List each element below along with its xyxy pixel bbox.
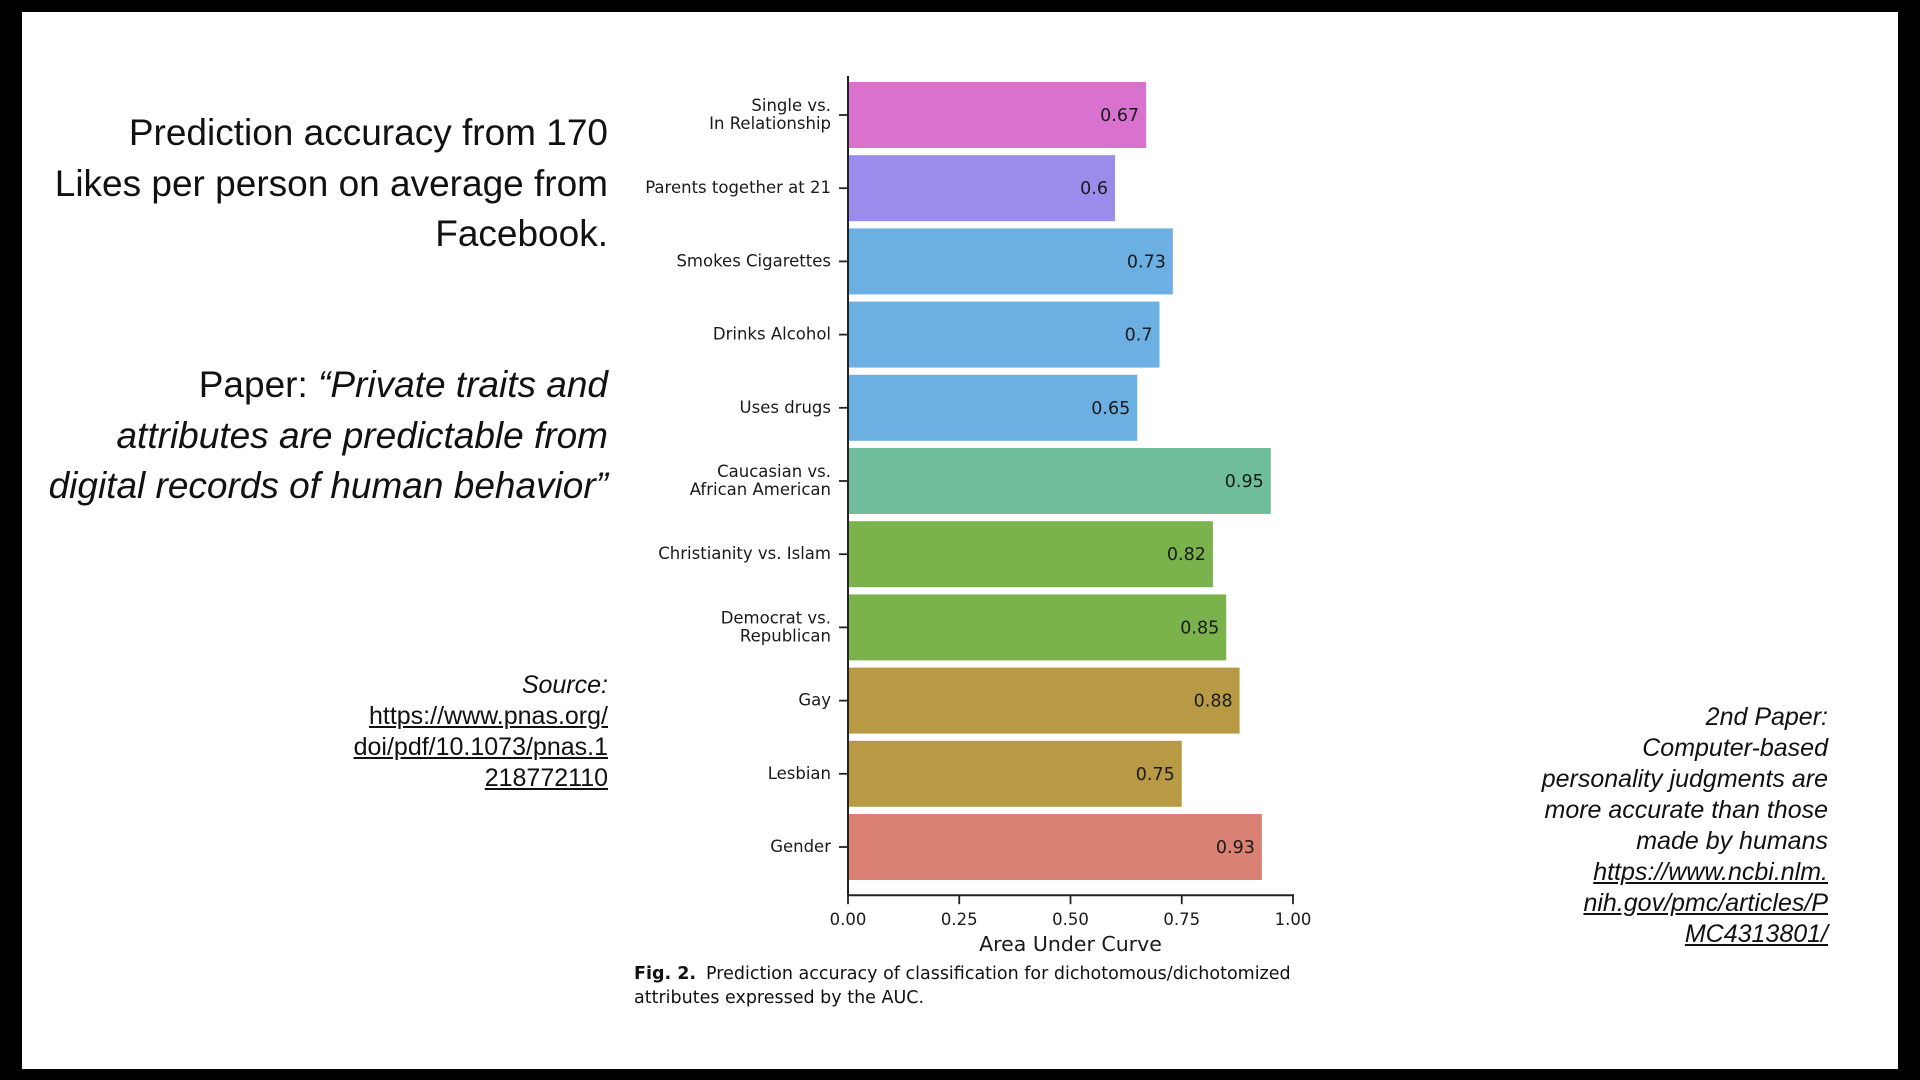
category-label: Lesbian	[768, 764, 831, 783]
bar-value-label: 0.95	[1225, 472, 1264, 492]
bar-value-label: 0.65	[1091, 399, 1130, 419]
x-tick-label: 1.00	[1275, 910, 1312, 929]
bar-value-label: 0.88	[1194, 692, 1233, 712]
category-label: Caucasian vs. African American	[690, 462, 831, 499]
caption-label: Fig. 2.	[634, 964, 697, 984]
bar	[848, 521, 1213, 588]
source-block: Source: https://www.pnas.org/ doi/pdf/10…	[48, 670, 608, 794]
category-label: Democrat vs. Republican	[721, 608, 831, 645]
bar	[848, 82, 1147, 148]
bar	[848, 301, 1160, 368]
auc-bar-chart: 0.67 Single vs. In Relationship 0.6 Parents …	[645, 76, 1312, 956]
source-label: Source:	[521, 671, 608, 699]
category-label: Uses drugs	[740, 398, 831, 417]
x-tick-label: 0.50	[1052, 910, 1089, 929]
bar-value-label: 0.67	[1100, 106, 1139, 126]
paper-title: “Private traits and attributes are predi…	[48, 364, 608, 506]
bar-value-label: 0.85	[1180, 618, 1219, 638]
headline: Prediction accuracy from 170 Likes per p…	[54, 112, 608, 254]
paper-citation: Paper: “Private traits and attributes ar…	[48, 360, 608, 512]
bar	[848, 155, 1115, 222]
bar	[848, 594, 1227, 661]
x-tick-label: 0.75	[1163, 910, 1200, 929]
category-label: Drinks Alcohol	[713, 325, 831, 344]
category-label: Parents together at 21	[645, 178, 831, 197]
bar-value-label: 0.93	[1216, 838, 1255, 858]
bar-value-label: 0.75	[1136, 765, 1175, 785]
bar-value-label: 0.82	[1167, 545, 1206, 565]
category-label: Gay	[798, 691, 831, 710]
bar	[848, 448, 1271, 514]
second-paper-link[interactable]: https://www.ncbi.nlm. nih.gov/pmc/articl…	[1522, 857, 1828, 950]
bar-value-label: 0.6	[1080, 179, 1108, 199]
category-label: Gender	[770, 837, 831, 856]
slide: Prediction accuracy from 170 Likes per p…	[22, 12, 1898, 1069]
category-label: Christianity vs. Islam	[658, 544, 831, 563]
bar	[848, 814, 1262, 880]
second-paper-link-line: MC4313801/	[1684, 920, 1828, 948]
second-paper-link-line: https://www.ncbi.nlm.	[1593, 858, 1828, 886]
category-label: Single vs. In Relationship	[709, 96, 831, 133]
second-paper-link-line: nih.gov/pmc/articles/P	[1583, 889, 1828, 917]
x-tick-label: 0.25	[941, 910, 978, 929]
paper-prefix: Paper:	[198, 364, 319, 405]
bar	[848, 667, 1240, 734]
bar-value-label: 0.73	[1127, 252, 1166, 272]
second-paper-title: Computer-based personality judgments are…	[1541, 734, 1828, 855]
second-paper-block: 2nd Paper: Computer-based personality ju…	[1522, 702, 1828, 950]
source-link-line: 218772110	[484, 764, 608, 792]
bar	[848, 740, 1182, 807]
x-axis-label: Area Under Curve	[979, 932, 1162, 956]
source-link[interactable]: https://www.pnas.org/ doi/pdf/10.1073/pn…	[48, 701, 608, 794]
bar	[848, 228, 1173, 295]
bar-value-label: 0.7	[1125, 326, 1153, 346]
category-label: Smokes Cigarettes	[676, 251, 831, 270]
figure-caption: Fig. 2. Prediction accuracy of classifica…	[634, 962, 1314, 1010]
second-paper-label: 2nd Paper:	[1705, 703, 1828, 731]
caption-text: Prediction accuracy of classification fo…	[634, 964, 1291, 1008]
source-link-line: https://www.pnas.org/	[368, 702, 608, 730]
source-link-line: doi/pdf/10.1073/pnas.1	[353, 733, 608, 761]
bar	[848, 374, 1138, 441]
x-tick-label: 0.00	[830, 910, 867, 929]
